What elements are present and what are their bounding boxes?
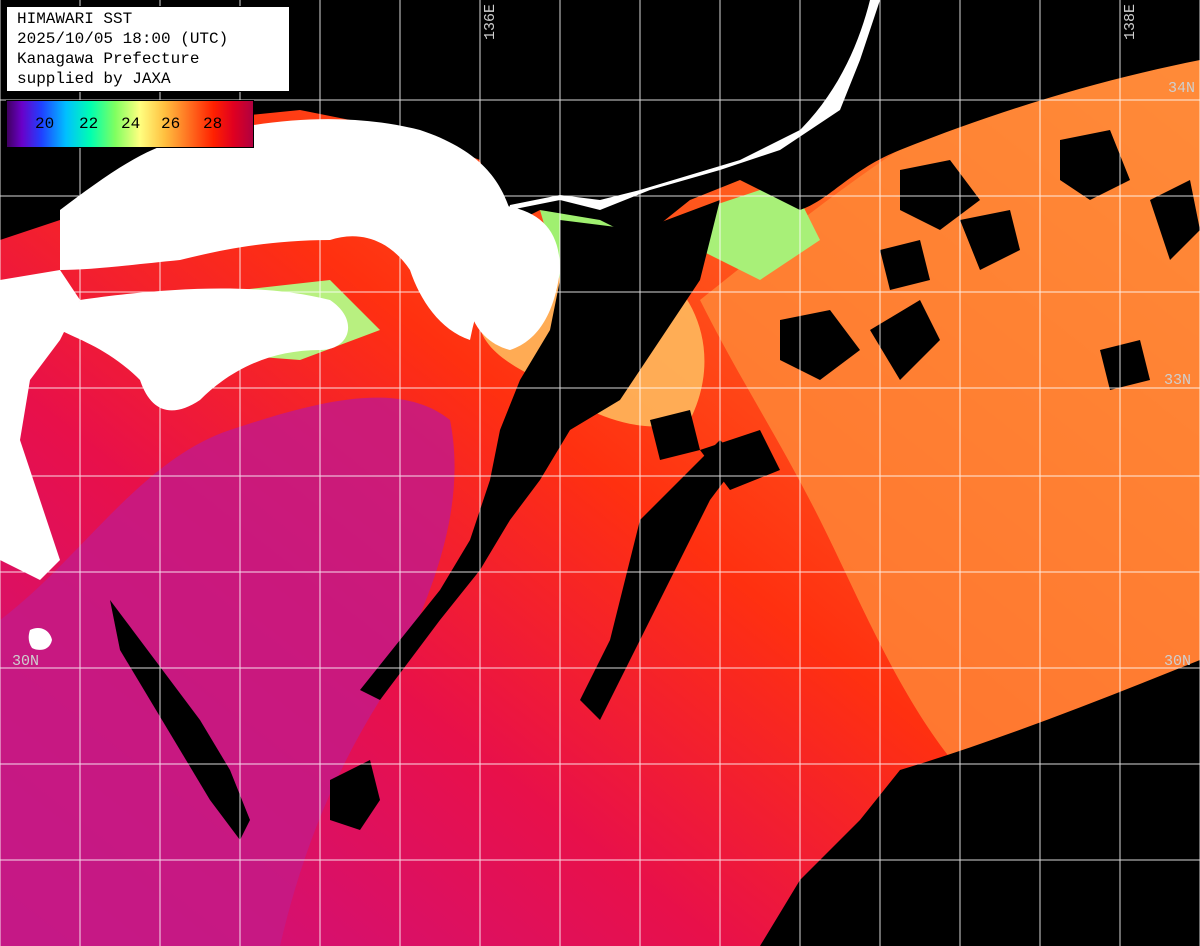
mild-water-northeast bbox=[700, 30, 1200, 770]
cloud-north bbox=[0, 0, 1200, 240]
cloud-southeast bbox=[760, 660, 1200, 946]
map-info-box: HIMAWARI SST 2025/10/05 18:00 (UTC) Kana… bbox=[6, 6, 290, 92]
map-timestamp: 2025/10/05 18:00 (UTC) bbox=[17, 30, 229, 48]
map-credit: supplied by JAXA bbox=[17, 70, 171, 88]
lon-label-138: 138E bbox=[1122, 3, 1139, 40]
cloud-streak-west bbox=[110, 600, 250, 840]
cloud-streak-central bbox=[360, 200, 720, 700]
land-island-south bbox=[28, 628, 52, 650]
cloud-streak-middle bbox=[580, 440, 740, 720]
land-kii-peninsula bbox=[470, 205, 560, 350]
land-honshu bbox=[60, 0, 1200, 340]
scale-tick-20: 20 bbox=[35, 115, 55, 133]
scale-tick-28: 28 bbox=[203, 115, 223, 133]
map-region: Kanagawa Prefecture bbox=[17, 50, 200, 68]
scale-tick-24: 24 bbox=[121, 115, 141, 133]
land-shikoku bbox=[60, 288, 349, 411]
land-kyushu bbox=[0, 270, 80, 580]
lon-label-136: 136E bbox=[482, 3, 499, 40]
lat-label-34-right: 34N bbox=[1168, 80, 1196, 97]
warm-water-southwest bbox=[0, 397, 455, 946]
scale-tick-22: 22 bbox=[79, 115, 99, 133]
cloud-patch-mid-south bbox=[330, 760, 380, 830]
scale-tick-26: 26 bbox=[161, 115, 181, 133]
lat-label-33-right: 33N bbox=[1164, 372, 1192, 389]
lat-label-30-left: 30N bbox=[12, 653, 40, 670]
color-scale-bar: 20 22 24 26 28 bbox=[6, 100, 254, 148]
map-title: HIMAWARI SST bbox=[17, 10, 133, 28]
lat-label-30-right: 30N bbox=[1164, 653, 1192, 670]
